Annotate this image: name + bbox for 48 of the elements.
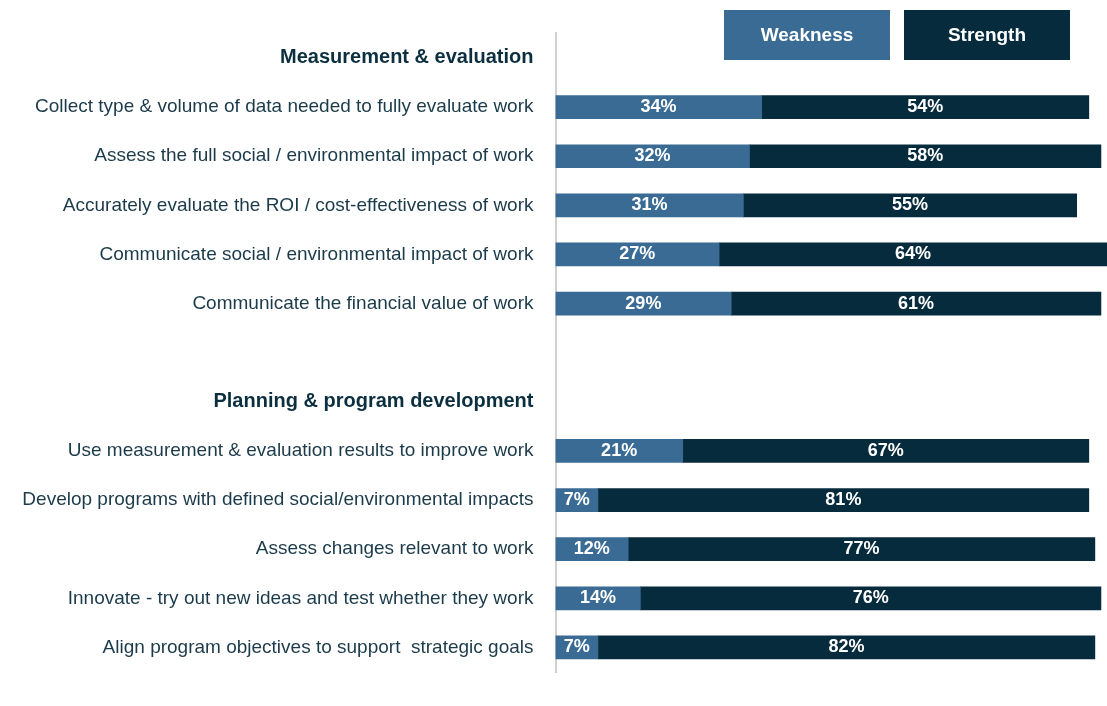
y-tick-label: Planning & program development	[213, 389, 534, 412]
y-tick-label: Communicate the financial value of work	[192, 291, 534, 313]
y-tick-label: Communicate social / environmental impact of work	[99, 242, 534, 264]
legend-key: Strength	[904, 10, 1070, 60]
data-label: 58%	[907, 145, 944, 166]
data-label: 14%	[579, 587, 616, 608]
data-label: 31%	[631, 194, 668, 215]
data-label: 81%	[825, 489, 862, 510]
legend-key: Weakness	[724, 10, 890, 60]
bar	[743, 193, 1078, 218]
bar	[555, 95, 762, 119]
data-label: 7%	[563, 636, 590, 657]
data-label: 77%	[843, 538, 880, 559]
data-label: 29%	[625, 292, 662, 313]
y-tick-label: Accurately evaluate the ROI / cost-effectiveness of work	[62, 193, 534, 215]
data-label: 34%	[640, 96, 677, 117]
data-label: 61%	[898, 292, 935, 313]
data-label: 54%	[907, 96, 944, 117]
y-tick-label: Innovate - try out new ideas and test whether they work	[67, 586, 534, 608]
bar	[730, 291, 1102, 316]
data-label: 12%	[573, 538, 610, 559]
y-tick-label: Measurement & evaluation	[280, 45, 534, 68]
data-label: 7%	[563, 489, 590, 510]
y-tick-label: Assess the full social / environmental impact of work	[94, 144, 534, 166]
y-tick-label: Develop programs with defined social/environmental impacts	[22, 488, 534, 510]
data-label: 76%	[852, 587, 889, 608]
data-label: 27%	[619, 243, 656, 264]
bar	[749, 144, 1102, 169]
y-tick-label: Use measurement & evaluation results to improve work	[67, 439, 534, 461]
y-tick-label: Collect type & volume of data needed to fully evaluate work	[34, 95, 534, 117]
bar	[555, 439, 684, 463]
data-label: 67%	[867, 439, 904, 460]
bar	[555, 193, 744, 218]
bar	[627, 537, 1096, 562]
data-label: 55%	[892, 194, 929, 215]
bar	[761, 95, 1090, 119]
y-tick-label: Assess changes relevant to work	[255, 537, 534, 559]
bar	[682, 439, 1090, 463]
bar	[640, 586, 1102, 611]
data-label: 82%	[828, 636, 865, 657]
bar	[597, 635, 1096, 660]
data-label: 64%	[895, 243, 932, 264]
bar	[597, 488, 1090, 512]
bar	[555, 144, 750, 169]
data-label: 21%	[601, 439, 638, 460]
data-label: 32%	[634, 145, 671, 166]
y-tick-label: Align program objectives to support strategic goals	[102, 635, 534, 657]
bar	[718, 242, 1107, 267]
